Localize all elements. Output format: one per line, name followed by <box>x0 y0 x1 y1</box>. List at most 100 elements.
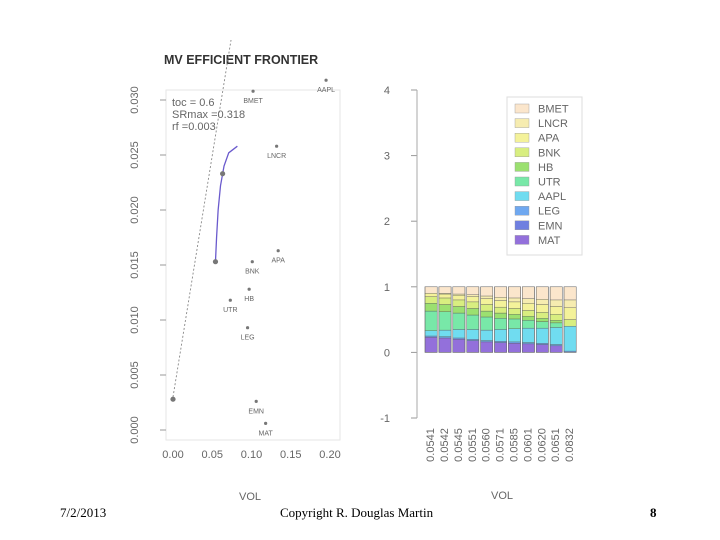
x-tick-label: 0.00 <box>162 449 183 461</box>
asset-point <box>250 260 254 264</box>
legend-swatch <box>514 191 530 201</box>
legend-swatch <box>514 118 530 128</box>
legend-swatch <box>514 147 530 158</box>
bar-segment <box>536 321 549 329</box>
legend-swatch <box>514 205 530 216</box>
legend-label: AAPL <box>538 191 566 203</box>
bar-segment <box>536 299 549 305</box>
bar-segment <box>480 316 493 331</box>
x-tick-label: 0.0541 <box>425 428 437 462</box>
asset-point <box>324 78 328 82</box>
y-tick-label: -1 <box>380 413 390 425</box>
bar-segment <box>424 296 438 304</box>
bar-segment <box>480 329 493 341</box>
bar-segment <box>480 304 493 312</box>
y-tick-label: 0.020 <box>129 196 141 224</box>
bar-segment <box>536 343 549 345</box>
legend-label: EMN <box>538 220 563 232</box>
y-tick-label: 0.005 <box>129 361 141 389</box>
bar-segment <box>452 306 466 314</box>
bar-segment <box>480 340 493 343</box>
bar-segment <box>466 340 480 353</box>
bar-segment <box>563 299 577 308</box>
frontier-key-point <box>170 396 176 402</box>
frontier-key-point <box>220 171 226 177</box>
x-tick-label: 0.0551 <box>467 428 479 462</box>
bar-segment <box>494 297 507 301</box>
bar-segment <box>438 297 452 305</box>
bar-segment <box>536 286 549 300</box>
x-tick-label: 0.0571 <box>495 428 507 462</box>
legend-label: BNK <box>538 147 561 159</box>
bar-segment <box>494 300 507 308</box>
y-tick-label: 0.030 <box>129 86 141 114</box>
bar-outline <box>424 286 438 353</box>
bar-segment <box>522 310 535 317</box>
x-tick-label: 0.0651 <box>550 428 562 462</box>
bar-segment <box>536 344 549 353</box>
bar-segment <box>438 329 452 337</box>
bar-segment <box>494 286 507 298</box>
y-tick-label: 0.015 <box>129 251 141 279</box>
bar-outline <box>549 286 563 353</box>
asset-label: EMN <box>248 408 264 415</box>
footer-copyright: Copyright R. Douglas Martin <box>280 505 434 520</box>
bar-segment <box>424 286 438 294</box>
bar-segment <box>522 298 535 304</box>
bar-segment <box>480 310 493 318</box>
bar-segment <box>438 304 452 312</box>
efficient-frontier-chart: MV EFFICIENT FRONTIER 0.000 0.005 0.010 0.0… <box>129 40 341 503</box>
bar-segment <box>563 319 577 327</box>
legend-label: LEG <box>538 206 560 218</box>
bar-segment <box>466 286 480 295</box>
y-tick-label: 3 <box>384 151 390 163</box>
capital-market-line <box>172 40 232 398</box>
bar-segment <box>522 343 535 353</box>
bar-segment <box>452 312 466 330</box>
bar-segment <box>549 320 563 324</box>
legend-swatch <box>514 162 530 172</box>
bar-outline <box>452 286 466 353</box>
x-tick-label: 0.0601 <box>522 428 534 462</box>
bar-segment <box>522 342 535 345</box>
bar-segment <box>466 296 480 303</box>
bar-segment <box>494 318 507 330</box>
bar-outline <box>522 286 535 353</box>
bar-segment <box>466 339 480 341</box>
bar-segment <box>466 294 480 297</box>
y-tick-label: 1 <box>384 282 390 294</box>
bar-segment <box>508 308 521 315</box>
plot-frame <box>165 89 341 441</box>
y-tick-label: 0.000 <box>129 416 141 444</box>
x-tick-label: 0.0620 <box>536 428 548 462</box>
bar-segment <box>536 304 549 313</box>
bar-segment <box>466 301 480 309</box>
legend-label: LNCR <box>538 118 568 130</box>
bar-segment <box>508 318 521 329</box>
x-tick-label: 0.0832 <box>564 428 576 462</box>
page-number: 8 <box>650 505 657 520</box>
x-tick-label: 0.0585 <box>509 428 521 462</box>
x-tick-label: 0.10 <box>241 449 262 461</box>
bar-segment <box>522 327 535 343</box>
asset-label: AAPL <box>317 87 335 94</box>
bar-segment <box>563 325 577 352</box>
bar-segment <box>480 341 493 353</box>
x-axis-label: VOL <box>239 491 261 503</box>
asset-label: MAT <box>258 430 273 437</box>
y-tick-label: 0 <box>384 347 390 359</box>
bar-segment <box>452 286 466 295</box>
asset-label: BNK <box>245 269 260 276</box>
asset-label: LNCR <box>267 153 286 160</box>
bar-segment <box>494 312 507 319</box>
asset-point <box>228 298 232 302</box>
bar-segment <box>452 329 466 339</box>
bar-segment <box>438 311 452 331</box>
asset-label: LEG <box>241 335 255 342</box>
y-tick-label: 0.010 <box>129 306 141 334</box>
bar-segment <box>452 295 466 301</box>
asset-point <box>276 249 280 253</box>
bar-segment <box>536 312 549 319</box>
y-tick-label: 0.025 <box>129 141 141 169</box>
bar-outline <box>535 286 549 353</box>
